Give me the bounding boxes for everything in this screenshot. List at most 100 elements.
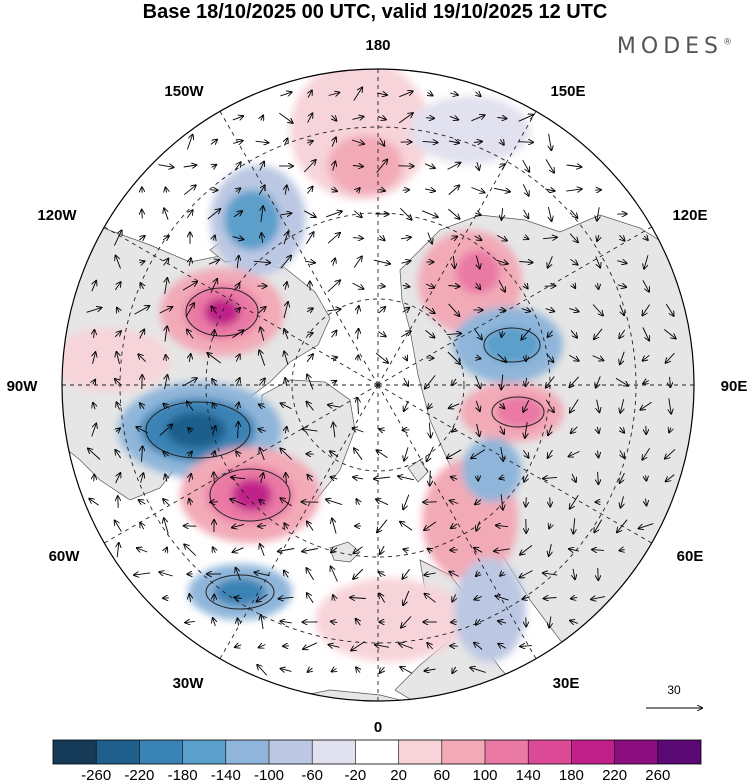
wind-arrow <box>498 164 505 167</box>
wind-arrow <box>283 302 288 319</box>
wind-arrow <box>518 115 534 122</box>
wind-arrow <box>353 238 363 239</box>
wind-arrow <box>134 573 151 575</box>
contour-line <box>483 327 541 363</box>
registered-mark: ® <box>723 37 732 48</box>
wind-arrow <box>497 118 506 119</box>
wind-arrow <box>573 284 576 288</box>
wind-arrow <box>404 549 409 550</box>
wind-arrow <box>665 303 673 316</box>
wind-arrow <box>544 598 557 599</box>
wind-arrow <box>234 598 242 599</box>
wind-arrow <box>475 500 482 505</box>
wind-arrow <box>642 280 649 291</box>
wind-arrow <box>258 185 265 195</box>
wind-arrow <box>358 355 359 360</box>
wind-arrow <box>352 282 364 289</box>
wind-arrow <box>141 473 144 483</box>
wind-arrow <box>303 642 318 649</box>
anomaly-center <box>462 438 522 502</box>
wind-arrow <box>281 403 292 410</box>
wind-arrow <box>306 354 313 363</box>
wind-arrow <box>158 165 173 168</box>
wind-arrow <box>213 618 216 627</box>
wind-arrow <box>400 667 412 674</box>
wind-arrow <box>356 188 359 192</box>
wind-arrow <box>404 377 408 386</box>
wind-arrow <box>116 428 120 431</box>
wind-arrow <box>259 350 266 366</box>
wind-arrow <box>114 331 121 338</box>
wind-arrow <box>166 187 167 192</box>
lon-label-120e: 120E <box>672 207 707 224</box>
wind-arrow <box>380 666 385 673</box>
wind-arrow <box>570 258 577 264</box>
wind-arrow <box>546 353 554 362</box>
wind-arrow <box>429 422 430 438</box>
wind-arrow <box>188 452 192 457</box>
landmass-svalbard <box>407 459 429 483</box>
wind-arrow <box>306 232 313 245</box>
wind-arrow <box>117 352 120 365</box>
wind-arrow <box>308 668 313 672</box>
wind-arrow <box>280 213 292 215</box>
wind-arrow <box>398 476 414 481</box>
wind-arrow <box>233 211 242 218</box>
anomaly-center <box>188 564 292 620</box>
wind-arrow <box>353 88 362 101</box>
wind-arrow <box>570 399 579 413</box>
wind-arrow <box>543 477 558 478</box>
wind-arrow <box>447 449 462 458</box>
wind-arrow <box>598 471 599 484</box>
wind-arrow <box>139 330 145 339</box>
wind-arrow <box>471 449 486 459</box>
wind-arrow <box>232 116 243 120</box>
wind-arrow <box>378 332 385 337</box>
wind-arrow <box>326 499 343 506</box>
wind-arrow <box>86 308 102 313</box>
colorbar-swatch <box>225 740 269 764</box>
wind-arrow <box>572 473 576 482</box>
wind-arrow <box>140 403 144 410</box>
wind-arrow <box>569 376 579 387</box>
wind-arrow <box>427 643 434 650</box>
map-border <box>61 68 695 702</box>
wind-arrow <box>520 570 533 578</box>
wind-arrow <box>333 258 335 266</box>
wind-arrow <box>304 210 315 217</box>
wind-arrow <box>329 645 340 648</box>
wind-arrow <box>476 521 479 530</box>
anomaly-center <box>315 578 465 662</box>
wind-arrow <box>446 333 461 334</box>
wind-arrow <box>571 426 578 433</box>
wind-arrow <box>189 594 190 602</box>
wind-arrow <box>164 259 169 266</box>
wind-arrow <box>212 165 217 168</box>
wind-arrow <box>405 356 407 361</box>
wind-arrow <box>351 139 364 144</box>
wind-arrow <box>545 399 554 412</box>
wind-arrow <box>425 669 436 671</box>
colorbar-swatch <box>657 740 701 764</box>
latitude-circle <box>291 298 465 472</box>
lon-label-120w: 120W <box>37 207 77 224</box>
wind-arrow <box>642 304 650 316</box>
wind-arrow <box>213 426 216 435</box>
wind-arrow <box>497 353 507 362</box>
wind-arrow <box>498 280 505 291</box>
wind-arrow <box>163 404 168 409</box>
wind-arrow <box>522 184 528 195</box>
wind-arrow <box>447 163 461 170</box>
wind-arrow <box>142 446 143 462</box>
wind-arrow <box>163 499 170 506</box>
wind-arrow <box>379 572 386 576</box>
wind-arrow <box>548 449 553 458</box>
wind-arrow <box>257 665 268 676</box>
wind-arrow <box>598 567 599 580</box>
wind-arrow <box>258 307 265 314</box>
colorbar-swatch <box>571 740 615 764</box>
wind-arrow <box>233 547 244 552</box>
wind-arrow <box>253 261 270 263</box>
colorbar-tick-label: -260 <box>81 767 111 783</box>
wind-arrow <box>305 261 315 263</box>
